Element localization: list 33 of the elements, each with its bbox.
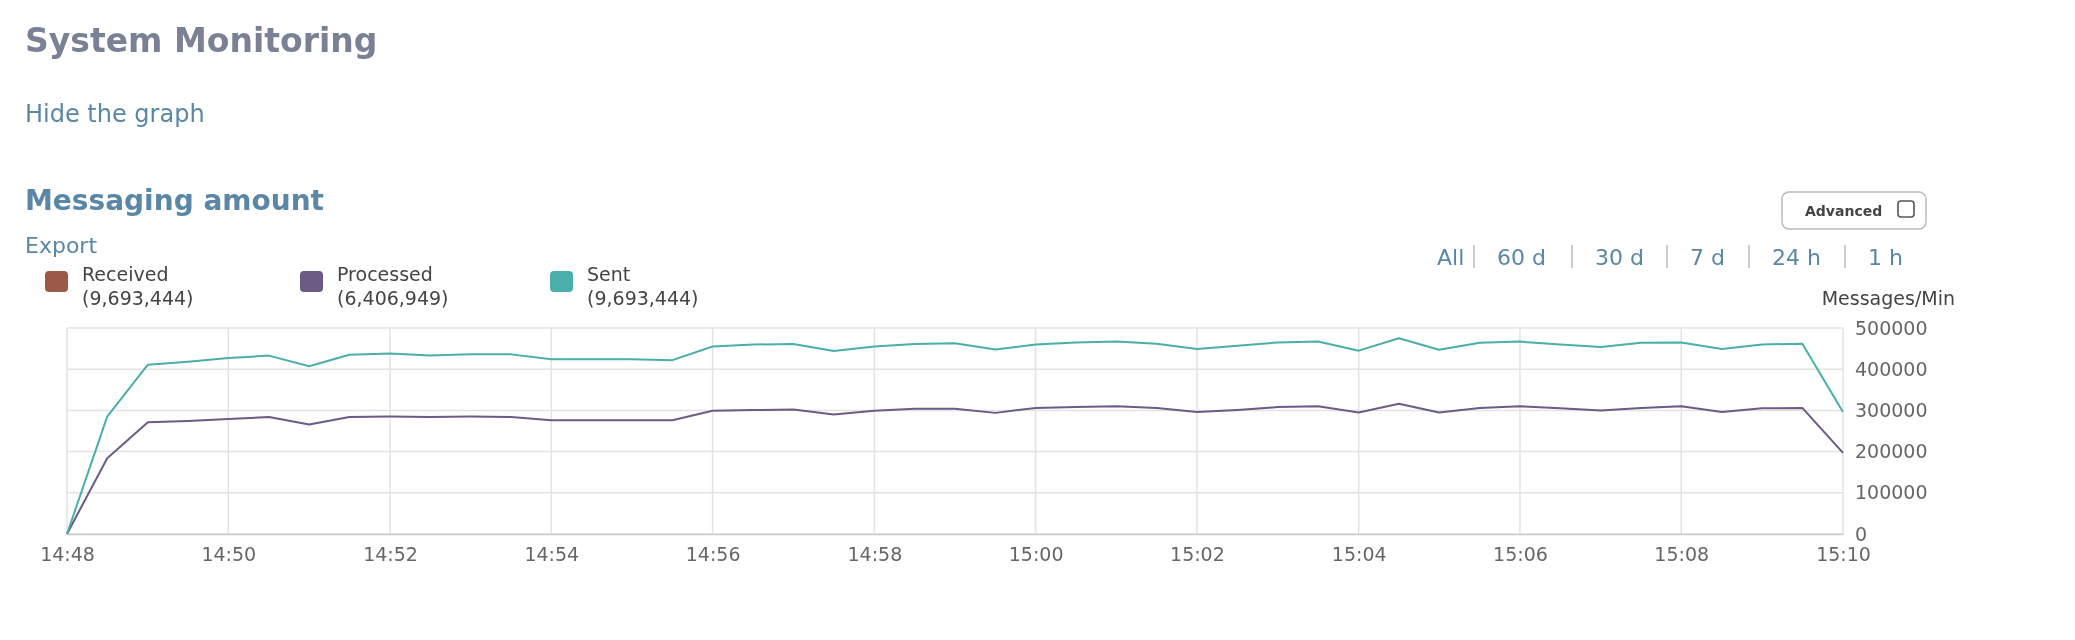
x-tick-label: 15:04 xyxy=(1331,543,1387,566)
legend-label: Sent (9,693,444) xyxy=(587,262,700,310)
y-tick-label: 200000 xyxy=(1855,440,1928,463)
chart-title: System Monitoring xyxy=(25,21,378,60)
text: Advanced xyxy=(1805,203,1883,219)
x-tick-label: 14:56 xyxy=(685,543,741,566)
text: 30 d xyxy=(1595,245,1644,270)
text: 60 d xyxy=(1497,245,1546,270)
text: 7 d xyxy=(1690,245,1725,270)
text: Export xyxy=(25,233,98,258)
legend-label: Processed (6,406,949) xyxy=(337,262,450,310)
x-tick-label: 14:58 xyxy=(847,543,903,566)
y-tick-label: 400000 xyxy=(1855,357,1928,380)
text: Hide the graph xyxy=(25,100,205,128)
x-tick-label: 15:10 xyxy=(1816,543,1871,566)
legend-label: Received (9,693,444) xyxy=(82,262,195,310)
y-tick-label: 100000 xyxy=(1855,481,1928,504)
text: All xyxy=(1437,245,1465,270)
y-tick-label: 500000 xyxy=(1855,316,1928,339)
y-axis-title: Messages/Min xyxy=(1821,287,1955,309)
x-tick-label: 15:02 xyxy=(1170,543,1225,566)
chart-subtitle: Messaging amount xyxy=(25,184,325,217)
y-tick-label: 0 xyxy=(1855,522,1868,545)
y-tick-label: 300000 xyxy=(1855,398,1928,421)
text: 24 h xyxy=(1772,245,1821,270)
x-tick-label: 15:06 xyxy=(1493,543,1548,566)
x-tick-label: 14:50 xyxy=(201,543,257,566)
x-tick-label: 14:48 xyxy=(40,543,95,566)
x-tick-label: 14:54 xyxy=(524,543,580,566)
x-tick-label: 15:08 xyxy=(1654,543,1710,566)
x-tick-label: 14:52 xyxy=(363,543,418,566)
text: 1 h xyxy=(1868,245,1903,270)
x-tick-label: 15:00 xyxy=(1008,543,1064,566)
